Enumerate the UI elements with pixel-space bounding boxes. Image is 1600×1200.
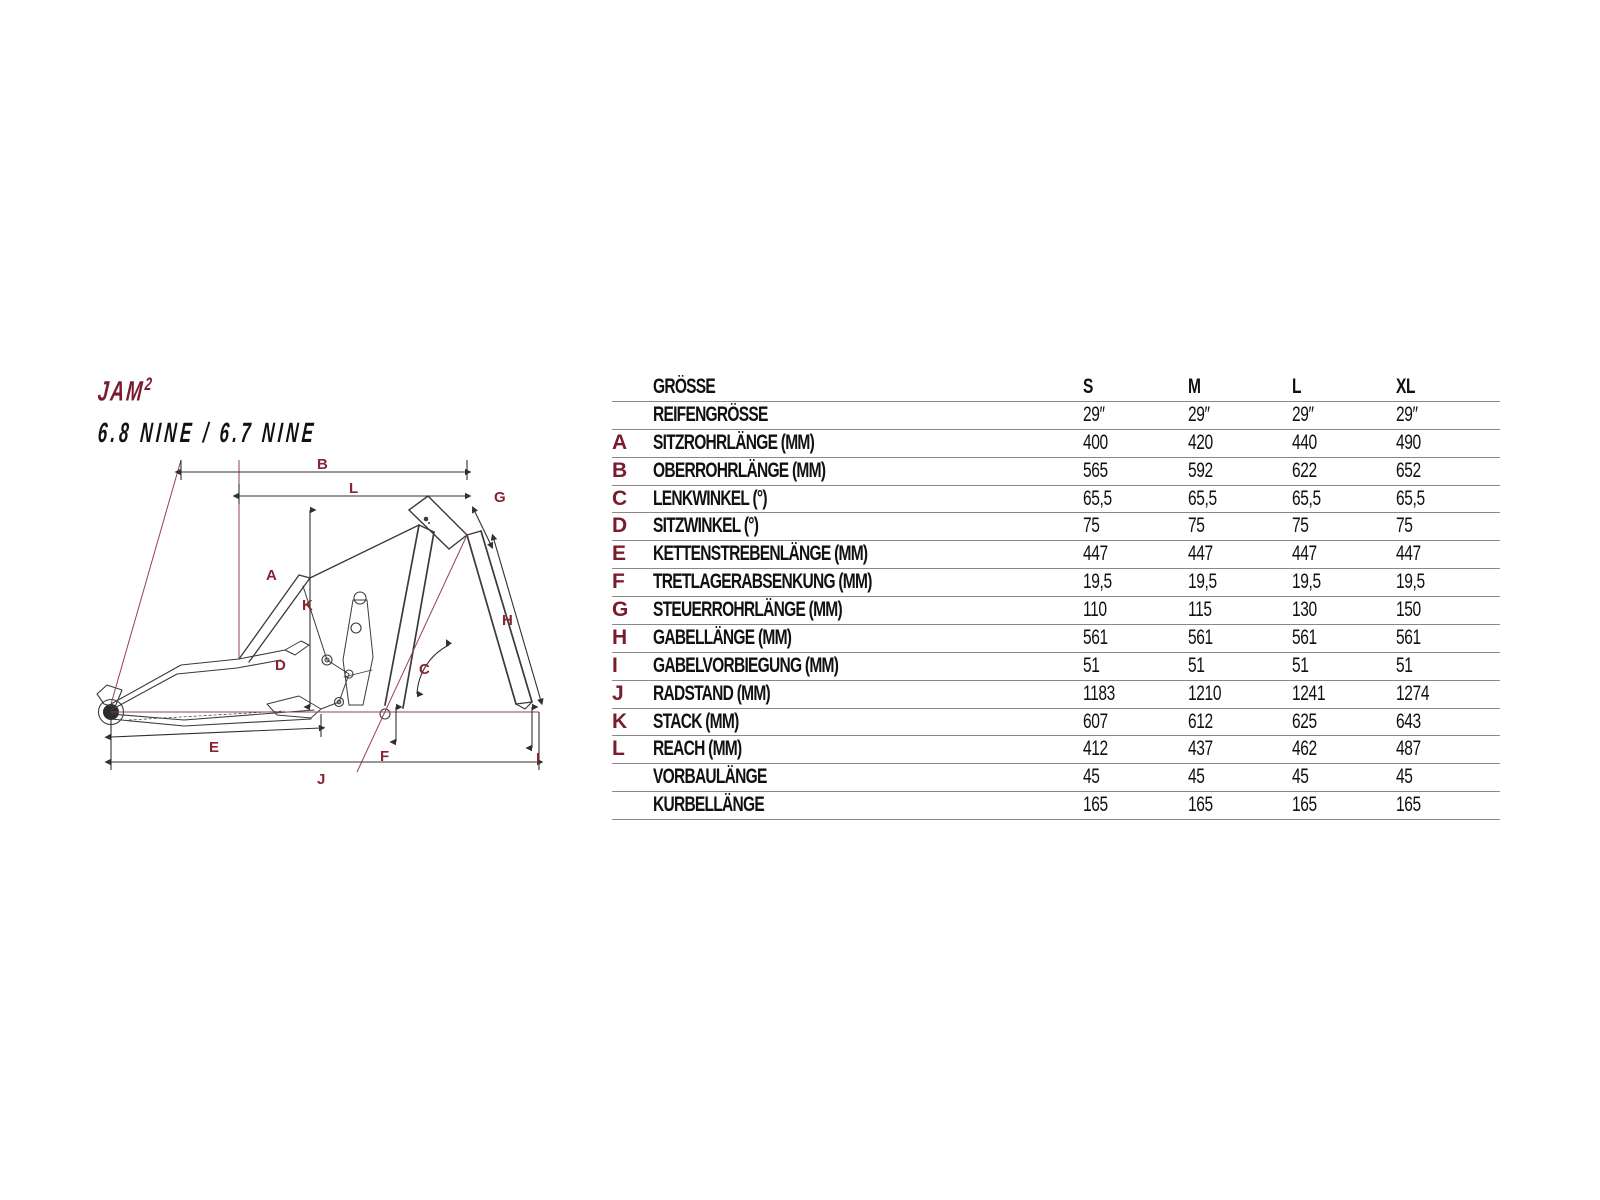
svg-text:J: J	[317, 771, 325, 788]
svg-text:E: E	[209, 739, 219, 756]
svg-text:D: D	[275, 657, 286, 674]
svg-text:I: I	[536, 750, 540, 767]
svg-text:F: F	[380, 748, 389, 765]
svg-text:K: K	[302, 597, 313, 614]
svg-text:L: L	[349, 480, 358, 497]
svg-text:G: G	[494, 489, 506, 506]
svg-text:C: C	[419, 661, 430, 678]
svg-text:A: A	[266, 567, 277, 584]
svg-text:H: H	[502, 612, 513, 629]
svg-text:B: B	[317, 456, 328, 473]
